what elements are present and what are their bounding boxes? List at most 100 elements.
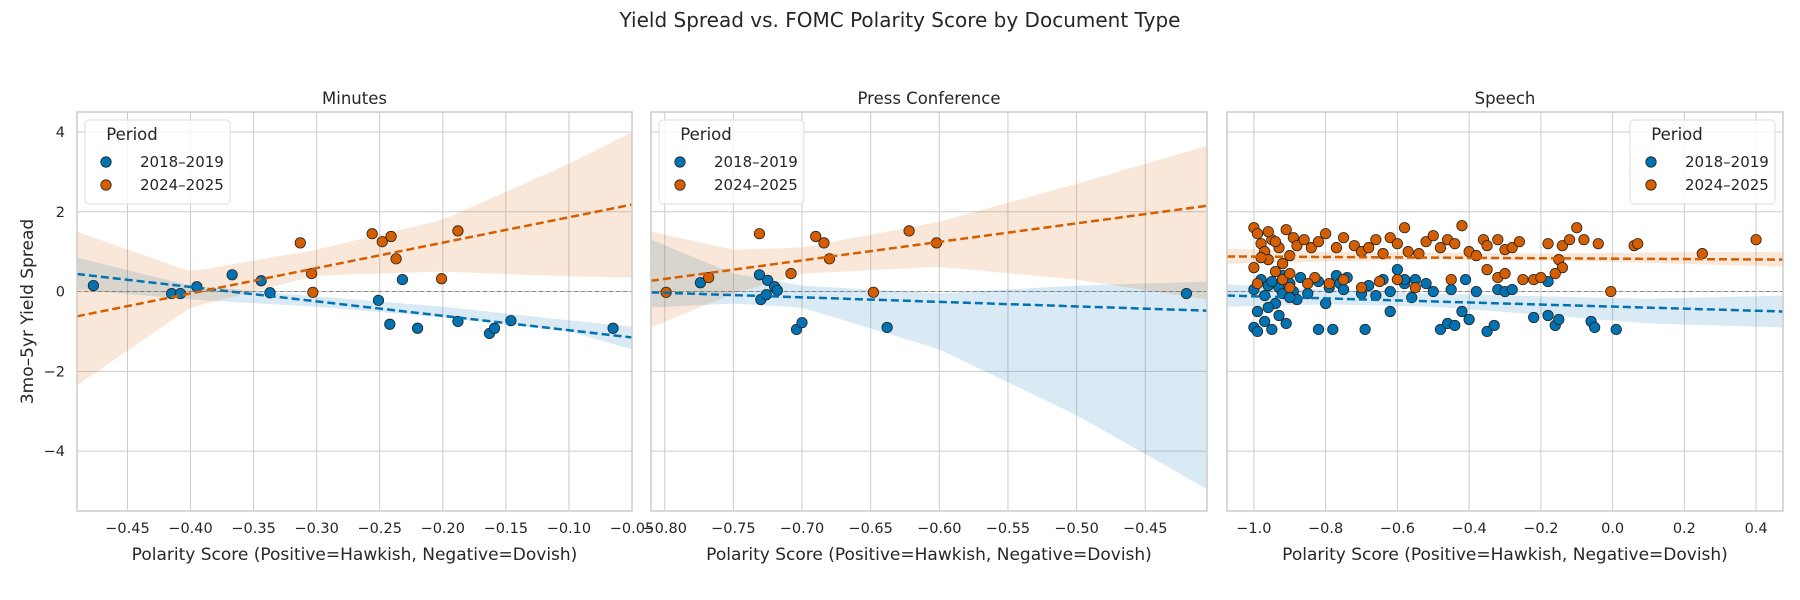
data-point bbox=[1284, 267, 1296, 280]
x-tick-label: −0.25 bbox=[358, 521, 402, 537]
x-tick-label: −0.2 bbox=[1523, 521, 1558, 537]
data-point bbox=[1323, 277, 1335, 290]
x-tick-label: −0.6 bbox=[1380, 521, 1415, 537]
x-tick-label: −0.45 bbox=[105, 521, 149, 537]
data-point bbox=[1327, 323, 1339, 336]
data-point bbox=[1434, 242, 1447, 254]
legend-title: Period bbox=[1651, 125, 1702, 144]
data-point bbox=[1363, 242, 1375, 254]
data-point bbox=[762, 274, 774, 286]
data-point bbox=[411, 322, 424, 334]
data-point bbox=[1280, 224, 1292, 236]
data-point bbox=[1262, 226, 1274, 238]
data-point bbox=[1456, 305, 1468, 318]
regression-line bbox=[76, 272, 633, 339]
legend-marker bbox=[1645, 156, 1657, 168]
data-point bbox=[1459, 273, 1472, 286]
x-tick-label: −0.35 bbox=[231, 521, 275, 537]
data-point bbox=[771, 284, 783, 296]
data-point bbox=[1499, 267, 1511, 280]
data-point bbox=[1445, 273, 1457, 286]
x-tick-label: −0.15 bbox=[484, 521, 528, 537]
legend-label: 2024–2025 bbox=[714, 176, 798, 194]
x-tick-label: −0.50 bbox=[1054, 521, 1098, 537]
data-point bbox=[1337, 232, 1350, 244]
panel-title: Speech bbox=[1475, 89, 1536, 108]
data-point bbox=[1528, 311, 1540, 324]
legend-marker bbox=[1645, 179, 1657, 191]
data-point bbox=[1553, 313, 1565, 326]
data-point bbox=[1370, 234, 1382, 246]
data-point bbox=[1696, 248, 1708, 260]
data-point bbox=[1506, 283, 1518, 296]
x-tick-label: −0.4 bbox=[1452, 521, 1487, 537]
axes-frame bbox=[1226, 111, 1784, 512]
legend-label: 2018–2019 bbox=[1685, 153, 1769, 171]
data-point bbox=[385, 230, 397, 243]
data-point bbox=[1449, 319, 1461, 332]
data-point bbox=[1409, 281, 1421, 294]
data-point bbox=[1294, 271, 1307, 284]
data-point bbox=[390, 253, 402, 265]
data-point bbox=[372, 294, 385, 306]
data-point bbox=[87, 279, 99, 292]
data-point bbox=[1337, 273, 1350, 286]
data-point bbox=[1542, 309, 1554, 322]
confidence-band bbox=[77, 131, 632, 386]
data-point bbox=[488, 322, 501, 334]
data-point bbox=[1373, 275, 1386, 288]
regression-line bbox=[76, 203, 633, 318]
x-tick-label: 0.2 bbox=[1673, 521, 1696, 537]
legend-label: 2018–2019 bbox=[140, 153, 224, 171]
data-point bbox=[1517, 273, 1529, 286]
data-point bbox=[1449, 238, 1461, 250]
data-point bbox=[607, 322, 619, 334]
data-point bbox=[1592, 238, 1604, 250]
data-point bbox=[384, 318, 396, 330]
panel-title: Minutes bbox=[322, 89, 387, 108]
regression-line bbox=[650, 204, 1208, 283]
data-point bbox=[818, 237, 830, 249]
y-tick-label: 2 bbox=[56, 205, 65, 221]
data-point bbox=[1402, 246, 1414, 258]
data-point bbox=[1445, 283, 1457, 296]
panel-speech: −1.0 −0.8 −0.6 −0.4 −0.2 0.0 0.2 0.4 Speech Polar… bbox=[1226, 89, 1784, 565]
legend-box bbox=[1629, 119, 1776, 205]
data-point bbox=[1384, 232, 1396, 244]
data-point bbox=[1391, 273, 1403, 286]
data-point bbox=[307, 286, 319, 298]
data-point bbox=[1506, 242, 1518, 254]
y-tick-label: 0 bbox=[56, 285, 65, 301]
x-tick-label: −0.40 bbox=[168, 521, 212, 537]
data-point bbox=[1398, 222, 1411, 234]
x-tick-label: −0.8 bbox=[1308, 521, 1343, 537]
data-point bbox=[1269, 236, 1282, 248]
x-tick-label: −0.05 bbox=[610, 521, 654, 537]
data-point bbox=[294, 237, 306, 249]
regression-line bbox=[1226, 255, 1784, 261]
data-point bbox=[1563, 234, 1576, 246]
legend: Period 2018–2019 2024–2025 bbox=[658, 119, 805, 205]
data-point bbox=[1259, 315, 1271, 328]
x-tick-label: −0.80 bbox=[643, 521, 687, 537]
confidence-band bbox=[77, 257, 632, 350]
data-point bbox=[1513, 236, 1525, 248]
x-axis-label: Polarity Score (Positive=Hawkish, Negati… bbox=[132, 545, 578, 565]
data-point bbox=[1605, 285, 1617, 298]
panel-press-conference: −0.80 −0.75 −0.70 −0.65 −0.60 −0.55 −0.50 −0.45… bbox=[643, 89, 1208, 565]
data-point bbox=[1481, 325, 1493, 338]
data-point bbox=[1359, 323, 1371, 336]
x-tick-label: −1.0 bbox=[1236, 521, 1271, 537]
x-tick-label: 0.4 bbox=[1745, 521, 1768, 537]
legend-label: 2024–2025 bbox=[1685, 176, 1769, 194]
data-point bbox=[1384, 285, 1396, 298]
data-point bbox=[226, 269, 238, 281]
data-point bbox=[1251, 228, 1264, 240]
data-point bbox=[1434, 323, 1447, 336]
data-point bbox=[785, 267, 797, 280]
regression-line bbox=[1226, 294, 1784, 313]
x-tick-label: −0.75 bbox=[711, 521, 755, 537]
data-point bbox=[1470, 285, 1482, 298]
legend-title: Period bbox=[106, 125, 157, 144]
